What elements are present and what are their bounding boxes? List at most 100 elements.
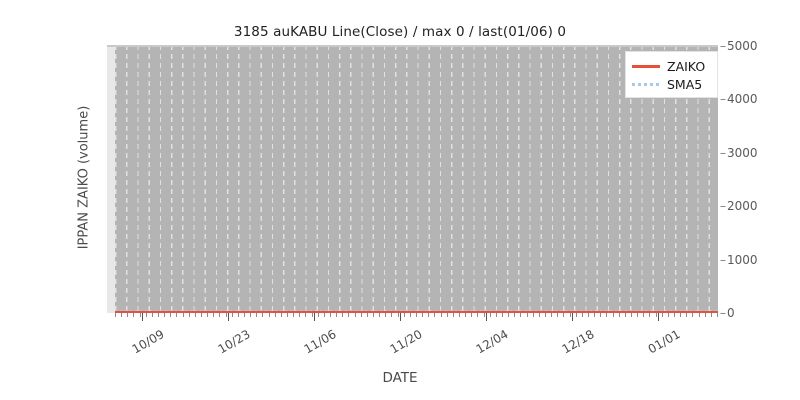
y-tick-5000: –5000: [720, 39, 758, 53]
x-tick-minor: [710, 313, 712, 317]
x-tick-label-1009: 10/09: [129, 327, 167, 357]
x-tick-minor: [305, 313, 307, 317]
x-tick-major: [400, 313, 402, 321]
x-tick-minor: [538, 313, 540, 317]
x-tick-minor: [354, 313, 356, 317]
x-tick-minor: [674, 313, 675, 317]
x-tick-minor: [336, 313, 338, 317]
x-tick-minor: [274, 313, 276, 317]
x-tick-minor: [551, 313, 553, 317]
y-tick-label: 0: [727, 306, 735, 320]
x-tick-minor: [495, 313, 497, 317]
x-tick-minor: [422, 313, 424, 317]
x-tick-minor: [692, 313, 694, 317]
x-tick-major: [228, 313, 230, 321]
x-tick-minor: [575, 313, 577, 317]
x-tick-minor: [667, 313, 669, 317]
x-axis-ticks: [107, 313, 718, 322]
y-tick-dash-icon: –: [720, 253, 726, 267]
x-tick-minor: [287, 313, 288, 317]
x-tick-major: [314, 313, 316, 321]
x-tick-minor: [207, 313, 209, 317]
x-tick-label-1204: 12/04: [473, 327, 511, 357]
x-tick-minor: [194, 313, 196, 317]
x-tick-minor: [385, 313, 387, 317]
vertical-gridlines: [115, 45, 718, 313]
x-tick-minor: [428, 313, 430, 317]
x-tick-minor: [379, 313, 381, 317]
x-tick-minor: [569, 313, 571, 317]
x-tick-minor: [176, 313, 178, 317]
x-tick-minor: [704, 313, 706, 317]
dotted-line-swatch-icon: [632, 78, 660, 90]
x-tick-minor: [434, 313, 436, 317]
y-tick-label: 2000: [727, 199, 758, 213]
x-tick-major: [572, 313, 574, 321]
x-tick-minor: [440, 313, 442, 317]
x-tick-label-1106: 11/06: [301, 327, 339, 357]
x-tick-minor: [262, 313, 264, 317]
x-tick-minor: [299, 313, 301, 317]
y-tick-1000: –1000: [720, 253, 758, 267]
x-tick-minor: [680, 313, 682, 317]
x-tick-minor: [133, 313, 135, 317]
x-tick-minor: [446, 313, 448, 317]
x-tick-minor: [606, 313, 608, 317]
plot-area[interactable]: [107, 45, 718, 313]
y-tick-label: 4000: [727, 92, 758, 106]
x-tick-minor: [121, 313, 123, 317]
chart-title: 3185 auKABU Line(Close) / max 0 / last(0…: [233, 24, 567, 40]
x-tick-minor: [581, 313, 583, 317]
x-tick-minor: [145, 313, 147, 317]
x-tick-minor: [459, 313, 460, 317]
x-tick-minor: [624, 313, 626, 317]
x-tick-minor: [164, 313, 166, 317]
y-tick-label: 5000: [727, 39, 758, 53]
x-tick-major: [142, 313, 144, 321]
x-tick-minor: [127, 313, 129, 317]
legend-label-zaiko: ZAIKO: [667, 58, 706, 74]
x-tick-minor: [452, 313, 454, 317]
x-tick-minor: [397, 313, 399, 317]
y-tick-0: –0: [720, 306, 735, 320]
x-tick-minor: [588, 313, 589, 317]
x-tick-minor: [231, 313, 233, 317]
chart-legend[interactable]: ZAIKO SMA5: [625, 51, 718, 98]
x-tick-minor: [268, 313, 270, 317]
x-tick-minor: [151, 313, 153, 317]
y-tick-label: 1000: [727, 253, 758, 267]
x-axis-title: DATE: [382, 370, 418, 386]
x-tick-minor: [477, 313, 479, 317]
x-tick-minor: [532, 313, 534, 317]
x-tick-minor: [323, 313, 325, 317]
x-tick-minor: [330, 313, 331, 317]
y-tick-dash-icon: –: [720, 146, 726, 160]
x-tick-minor: [637, 313, 639, 317]
x-tick-minor: [170, 313, 172, 317]
y-tick-dash-icon: –: [720, 199, 726, 213]
x-tick-minor: [655, 313, 657, 317]
x-tick-minor: [557, 313, 559, 317]
x-tick-minor: [373, 313, 374, 317]
x-tick-minor: [182, 313, 184, 317]
x-tick-minor: [520, 313, 522, 317]
x-tick-minor: [508, 313, 510, 317]
x-tick-label-0101: 01/01: [645, 327, 683, 357]
x-tick-minor: [403, 313, 405, 317]
x-tick-minor: [250, 313, 252, 317]
x-tick-minor: [416, 313, 417, 317]
x-tick-minor: [545, 313, 546, 317]
x-tick-minor: [188, 313, 190, 317]
x-tick-minor: [612, 313, 614, 317]
x-tick-label-1120: 11/20: [387, 327, 425, 357]
x-tick-minor: [563, 313, 565, 317]
x-tick-minor: [391, 313, 393, 317]
legend-item-sma5[interactable]: SMA5: [632, 75, 711, 93]
x-tick-minor: [686, 313, 688, 317]
y-tick-dash-icon: –: [720, 92, 726, 106]
x-tick-minor: [526, 313, 528, 317]
x-tick-minor: [502, 313, 503, 317]
solid-line-swatch-icon: [632, 60, 660, 72]
legend-item-zaiko[interactable]: ZAIKO: [632, 57, 711, 75]
